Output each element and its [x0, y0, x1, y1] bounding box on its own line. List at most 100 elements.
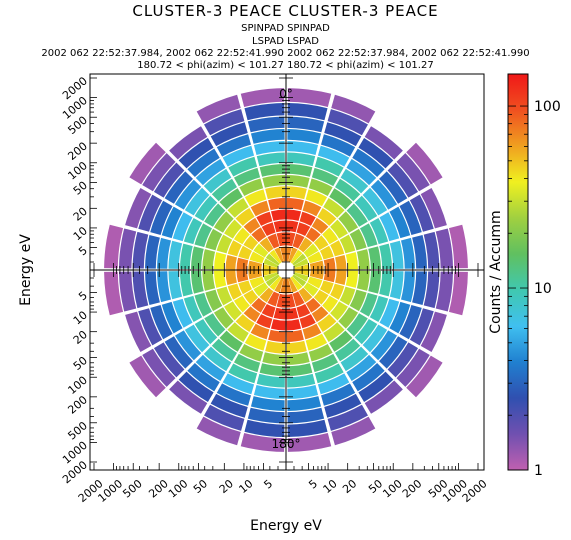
heatmap-cell — [323, 270, 336, 283]
heatmap-cell — [262, 352, 286, 366]
y-tick-label: 20 — [71, 205, 90, 224]
heatmap-cell — [125, 311, 152, 353]
heatmap-cell — [253, 141, 285, 156]
heatmap-cell — [319, 280, 334, 295]
heatmap-cell — [145, 234, 160, 269]
heatmap-cell — [243, 289, 259, 305]
heatmap-cell — [330, 219, 348, 239]
heatmap-cell — [287, 129, 322, 144]
x-tick-label: 5 — [261, 477, 275, 491]
heatmap-cell — [356, 270, 370, 291]
heatmap-cell — [293, 272, 309, 282]
heatmap-cell — [265, 274, 280, 287]
heatmap-cell — [161, 301, 183, 334]
heatmap-cell — [251, 297, 267, 313]
colorbar-tick-label: 10 — [534, 281, 552, 297]
heatmap-cell — [287, 88, 332, 108]
heatmap-cell — [346, 354, 377, 382]
heatmap-cell — [225, 270, 237, 286]
heatmap-cell — [329, 188, 353, 210]
heatmap-cell — [370, 179, 398, 210]
x-tick-label: 50 — [191, 477, 210, 496]
heatmap-cell — [204, 203, 226, 227]
heatmap-cell — [184, 324, 210, 353]
heatmap-cell — [420, 311, 447, 353]
heatmap-cell — [210, 122, 248, 147]
heatmap-cell — [256, 314, 273, 329]
heatmap-cell — [364, 380, 403, 414]
heatmap-cell — [369, 217, 389, 245]
heatmap-cell — [287, 116, 325, 133]
heatmap-cell — [222, 145, 255, 167]
heatmap-cell — [435, 271, 454, 312]
heatmap-cell — [227, 240, 242, 257]
heatmap-cell — [369, 295, 389, 323]
heatmap-cells — [104, 88, 468, 452]
heatmap-cell — [259, 363, 285, 377]
heatmap-cell — [305, 189, 328, 207]
heatmap-cell — [302, 323, 322, 340]
heatmap-cell — [322, 295, 339, 313]
heatmap-cell — [389, 240, 404, 269]
heatmap-cell — [205, 228, 223, 251]
heatmap-cell — [379, 336, 408, 369]
heatmap-cell — [287, 102, 328, 121]
heatmap-cell — [335, 254, 347, 270]
heatmap-cell — [370, 330, 398, 361]
heatmap-cell — [288, 247, 298, 263]
heatmap-cell — [216, 383, 251, 406]
heatmap-cell — [210, 393, 248, 418]
heatmap-cell — [157, 271, 172, 303]
heatmap-cell — [219, 330, 243, 352]
heatmap-cell — [238, 280, 253, 295]
heatmap-cell — [302, 200, 322, 217]
heatmap-cell — [194, 223, 213, 248]
heatmap-cell — [313, 289, 329, 305]
heatmap-cell — [331, 94, 376, 124]
heatmap-cell — [313, 235, 329, 251]
heatmap-cell — [314, 363, 344, 384]
heatmap-cell — [379, 171, 408, 204]
heatmap-cell — [345, 270, 358, 288]
heatmap-cell — [389, 206, 411, 239]
heatmap-cell — [286, 220, 299, 233]
heatmap-cell — [253, 282, 269, 297]
heatmap-cell — [187, 148, 220, 177]
heatmap-cell — [286, 209, 302, 221]
heatmap-cell — [292, 253, 307, 266]
y-tick-label: 1000 — [60, 439, 90, 467]
heatmap-cell — [142, 153, 176, 192]
heatmap-cell — [169, 380, 208, 414]
heatmap-cell — [157, 237, 172, 269]
heatmap-cell — [268, 329, 286, 342]
heatmap-cell — [216, 286, 233, 306]
heatmap-cell — [203, 168, 232, 194]
heatmap-cell — [448, 224, 468, 269]
heatmap-cell — [150, 200, 173, 235]
heatmap-cell — [303, 282, 319, 297]
heatmap-cell — [362, 187, 388, 216]
heatmap-cell — [364, 126, 403, 160]
heatmap-cell — [249, 251, 265, 264]
heatmap-cell — [389, 271, 404, 300]
y-tick-label: 10 — [71, 224, 90, 243]
colorbar-tick-label: 1 — [534, 463, 543, 479]
heatmap-cell — [196, 416, 241, 446]
heatmap-cell — [161, 206, 183, 239]
heatmap-cell — [269, 276, 282, 291]
heatmap-cell — [292, 274, 307, 287]
heatmap-cell — [183, 217, 203, 245]
heatmap-cell — [250, 396, 285, 411]
x-tick-label: 500 — [120, 477, 144, 500]
heatmap-cell — [435, 228, 454, 269]
heatmap-cell — [104, 271, 124, 316]
x-axis-title: Energy eV — [250, 518, 322, 534]
heatmap-cell — [352, 363, 385, 392]
heatmap-cell — [233, 295, 250, 313]
heatmap-cell — [227, 322, 249, 343]
heatmap-cell — [379, 271, 393, 297]
heatmap-cell — [339, 234, 356, 254]
heatmap-cell — [169, 126, 208, 160]
heatmap-cell — [307, 251, 323, 264]
heatmap-cell — [259, 237, 274, 253]
